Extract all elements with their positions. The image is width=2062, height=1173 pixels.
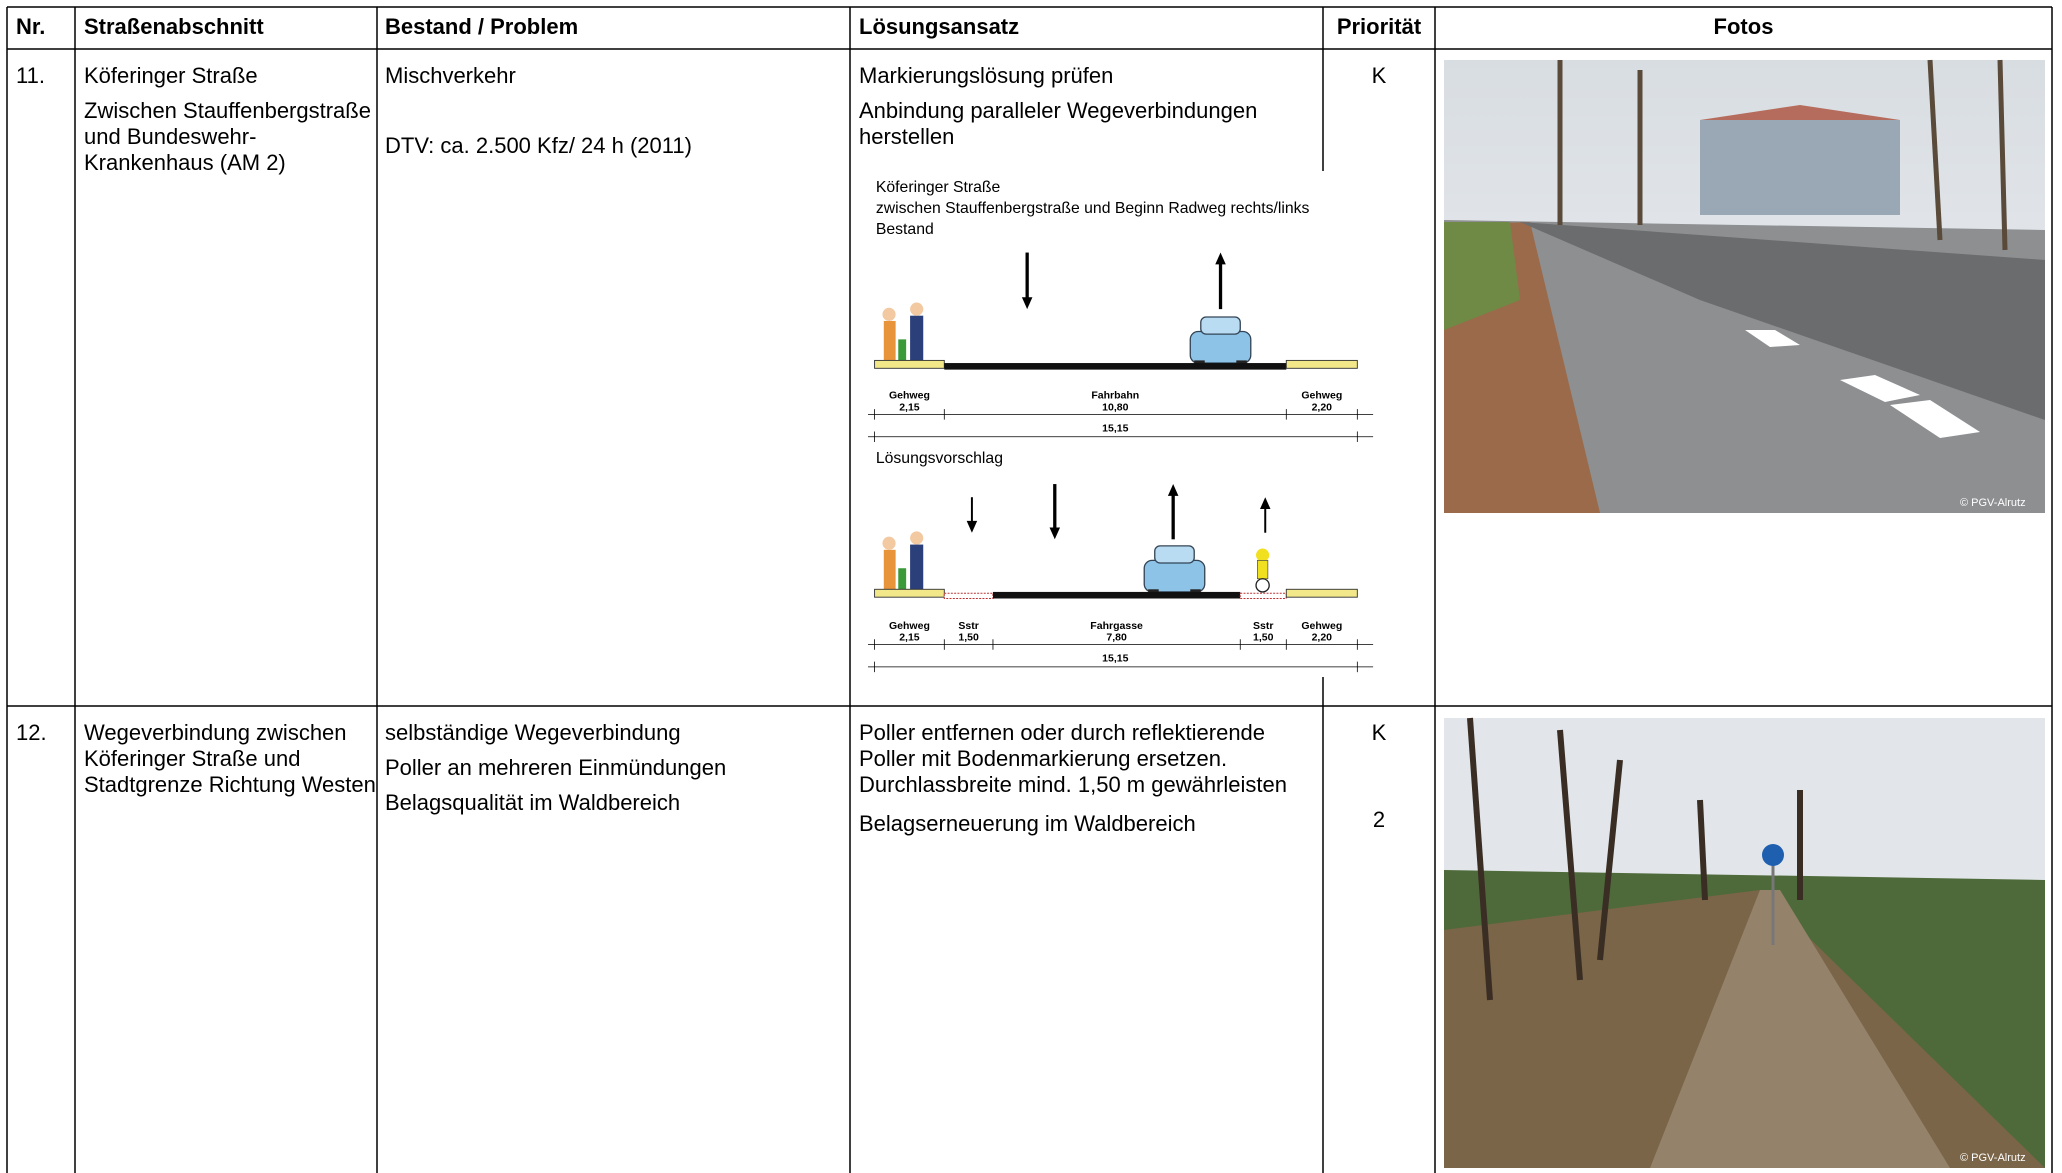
arrow-head: [1049, 527, 1061, 540]
problem-text: DTV: ca. 2.500 Kfz/ 24 h (2011): [385, 133, 692, 158]
diagram-subtitle: zwischen Stauffenbergstraße und Beginn R…: [876, 200, 1310, 217]
section-text: Köferinger Straße: [84, 63, 258, 88]
header-solution: Lösungsansatz: [859, 14, 1020, 39]
problem-text: Belagsqualität im Waldbereich: [385, 790, 681, 815]
bike-wheel: [1255, 578, 1270, 593]
priority-empty: [1323, 98, 1435, 150]
segment-width: 2,20: [1312, 632, 1333, 644]
section-cell: Köferinger Straße Zwischen Stauffenbergst…: [84, 63, 376, 185]
sidewalk: [874, 588, 945, 598]
problem-text: Mischverkehr: [385, 63, 516, 88]
total-width: 15,15: [1102, 653, 1128, 665]
segment-name: Fahrbahn: [1091, 390, 1139, 402]
bike-lane: [943, 592, 994, 600]
arrow-head: [1215, 252, 1226, 265]
segment-name: Gehweg: [889, 620, 930, 632]
section-label: Lösungsvorschlag: [876, 450, 1003, 467]
problem-cell: Mischverkehr DTV: ca. 2.500 Kfz/ 24 h (20…: [385, 63, 845, 168]
solution-text: Anbindung paralleler Wegeverbindungen he…: [859, 98, 1258, 149]
cyclist-body: [1257, 560, 1269, 580]
segment-width: 1,50: [1253, 632, 1274, 644]
road: [944, 363, 1287, 370]
person: [910, 315, 924, 364]
segment-name: Gehweg: [1301, 390, 1342, 402]
photo-path: [1444, 717, 2045, 1168]
segment-width: 2,15: [899, 632, 920, 644]
arrow-head: [1021, 297, 1033, 310]
photo-credit: © PGV-Alrutz: [1960, 497, 2026, 509]
solution-text: Markierungslösung prüfen: [859, 63, 1114, 88]
cross-section-diagram: Köferinger Straße zwischen Stauffenbergst…: [868, 179, 1374, 673]
person-head: [910, 531, 924, 545]
sidewalk: [874, 359, 945, 369]
section-text: Wegeverbindung zwischen Köferinger Straß…: [84, 720, 376, 797]
car: [1189, 330, 1252, 364]
segment-width: 2,15: [899, 401, 920, 413]
segment-name: Gehweg: [889, 390, 930, 402]
person-head: [910, 302, 924, 316]
bike-lane: [1239, 592, 1287, 600]
problem-cell: selbständige Wegeverbindung Poller an meh…: [385, 720, 845, 825]
header-section: Straßenabschnitt: [84, 14, 264, 39]
person-head: [882, 307, 896, 321]
photo-credit: © PGV-Alrutz: [1960, 1152, 2026, 1164]
sidewalk: [1285, 359, 1358, 369]
header-photos: Fotos: [1713, 14, 1774, 39]
solution-text: Poller entfernen oder durch reflektieren…: [859, 720, 1287, 797]
header-priority: Priorität: [1336, 14, 1422, 39]
solution-cell: Markierungslösung prüfen K Anbindung paral…: [859, 63, 1435, 159]
segment-width: 7,80: [1106, 632, 1127, 644]
person: [898, 568, 907, 591]
arrow-head: [1259, 497, 1271, 510]
problem-text: Poller an mehreren Einmündungen: [385, 755, 727, 780]
section-cell: Wegeverbindung zwischen Köferinger Straß…: [84, 720, 376, 807]
row-number: 11.: [16, 63, 45, 88]
section-text: Zwischen Stauffenbergstraße und Bundeswe…: [84, 98, 371, 175]
diagram-title: Köferinger Straße: [876, 179, 1001, 196]
segment-name: Sstr: [958, 620, 978, 632]
segment-name: Sstr: [1253, 620, 1273, 632]
row-number: 12.: [16, 720, 47, 745]
sidewalk: [1285, 588, 1358, 598]
segment-name: Gehweg: [1301, 620, 1342, 632]
segment-width: 1,50: [958, 632, 979, 644]
car-roof: [1154, 545, 1195, 564]
solution-cell: Poller entfernen oder durch reflektieren…: [859, 720, 1435, 846]
person: [883, 320, 896, 361]
priority: K: [1371, 63, 1387, 88]
person-head: [882, 536, 896, 550]
road: [992, 591, 1241, 599]
photo-street: [1444, 59, 2045, 513]
header-problem: Bestand / Problem: [385, 14, 579, 39]
arrow-head: [1167, 484, 1179, 496]
segment-name: Fahrgasse: [1090, 620, 1143, 632]
segment-width: 10,80: [1102, 401, 1128, 413]
header-nr: Nr.: [16, 14, 46, 39]
cyclist: [1256, 548, 1270, 562]
car-roof: [1200, 316, 1241, 335]
total-width: 15,15: [1102, 422, 1128, 434]
solution-text: Belagserneuerung im Waldbereich: [859, 811, 1196, 836]
priority: K: [1371, 720, 1387, 745]
priority: 2: [1372, 807, 1386, 832]
problem-text: selbständige Wegeverbindung: [385, 720, 681, 745]
person: [910, 544, 924, 592]
arrow-head: [966, 520, 978, 533]
person: [898, 339, 907, 362]
segment-width: 2,20: [1312, 401, 1333, 413]
person: [883, 549, 896, 590]
car: [1143, 559, 1206, 593]
section-label: Bestand: [876, 221, 934, 238]
